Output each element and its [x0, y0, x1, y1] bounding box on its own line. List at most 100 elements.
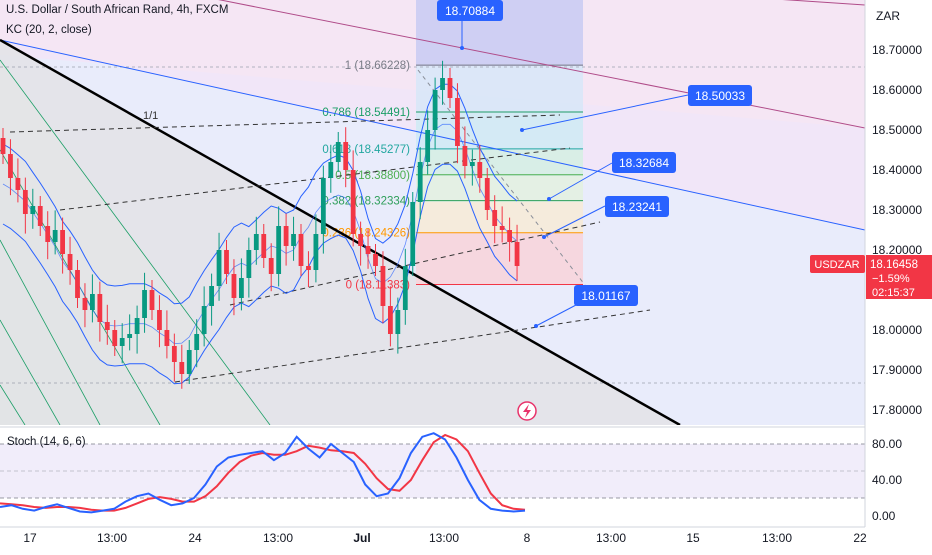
candle-body	[313, 234, 319, 270]
last-price-badge[interactable]	[866, 255, 932, 299]
callout-bottom-anchor	[534, 324, 538, 328]
bar-countdown: 02:15:37	[872, 287, 915, 299]
price-tick: 17.80000	[872, 403, 922, 417]
pink-top-line[interactable]	[640, 0, 865, 6]
fan-green-line-1	[0, 59, 271, 425]
symbol-title[interactable]: U.S. Dollar / South African Rand, 4h, FX…	[6, 4, 229, 16]
keltner-upper-band	[2, 83, 518, 305]
callout-mid-box[interactable]	[612, 152, 676, 173]
candle-body	[45, 226, 51, 242]
candle-body	[306, 266, 311, 270]
candle-body	[261, 234, 267, 258]
price-tick: 18.30000	[872, 203, 922, 217]
candle-body	[440, 78, 445, 90]
callout-group[interactable]: 18.70884 18.50033 18.32684 18.23241 18.0…	[437, 0, 752, 328]
fib-zone-2	[416, 113, 583, 150]
callout-bottom-box[interactable]	[574, 285, 638, 306]
callout-low-box[interactable]	[605, 196, 669, 217]
fan-green-line-5	[0, 384, 26, 425]
trend-lines-group[interactable]	[0, 0, 865, 425]
currency-label: ZAR	[876, 9, 900, 23]
candle-body	[179, 362, 185, 374]
last-price-change: −1.59%	[872, 273, 910, 285]
candle-body	[90, 294, 95, 310]
candle-body	[492, 210, 498, 226]
channel-dashed-upper[interactable]	[9, 114, 561, 133]
time-tick: 13:00	[762, 531, 792, 545]
candle-body	[320, 178, 326, 234]
candle-body	[380, 266, 386, 306]
fib-level-label: 0.786 (18.54491)	[322, 107, 410, 119]
candle-body	[410, 202, 416, 266]
candle-body	[22, 190, 28, 214]
time-scale[interactable]	[0, 527, 932, 550]
callout-right-upper-box[interactable]	[688, 85, 752, 106]
channel-dashed-mid[interactable]	[59, 147, 571, 211]
stoch-tick: 40.00	[872, 473, 902, 487]
fib-level-label: 0 (18.11383)	[346, 279, 411, 291]
candle-body	[201, 306, 207, 334]
flash-alert-icon[interactable]	[517, 401, 537, 421]
fan-green-line-3	[0, 239, 101, 425]
fib-level-label: 0.618 (18.45277)	[322, 144, 410, 156]
candle-body	[52, 230, 58, 242]
time-tick: 13:00	[596, 531, 626, 545]
candle-body	[127, 334, 133, 338]
keltner-indicator-label[interactable]: KC (20, 2, close)	[6, 24, 92, 36]
stoch-tick-labels: 80.00 40.00 0.00	[872, 437, 902, 523]
candle-body	[514, 242, 520, 266]
price-tick: 18.20000	[872, 243, 922, 257]
stoch-title[interactable]: Stoch (14, 6, 6)	[7, 436, 86, 448]
callout-right-upper-anchor	[520, 128, 524, 132]
candle-body	[276, 226, 282, 274]
candle-body	[283, 226, 289, 246]
candle-body	[365, 246, 371, 254]
price-tick: 18.40000	[872, 163, 922, 177]
candle-body	[388, 306, 393, 334]
candle-body	[97, 294, 103, 322]
time-tick: 13:00	[429, 531, 459, 545]
candle-body	[231, 274, 237, 298]
ticker-badge-text: USDZAR	[814, 259, 859, 271]
candle-body	[328, 162, 334, 178]
candle-body	[0, 138, 6, 154]
candle-body	[186, 350, 192, 374]
time-tick: 13:00	[263, 531, 293, 545]
keltner-lower-band	[2, 163, 518, 385]
callout-top-box[interactable]	[437, 0, 503, 21]
candle-body	[134, 318, 140, 334]
price-tick: 17.90000	[872, 363, 922, 377]
stoch-d-line	[0, 433, 526, 512]
fib-zone-4	[416, 176, 583, 202]
candle-body	[239, 278, 244, 298]
price-tick: 18.60000	[872, 83, 922, 97]
candle-body	[298, 234, 304, 266]
price-tick-labels: 18.70000 18.60000 18.50000 18.40000 18.30000…	[872, 43, 922, 417]
candle-body	[350, 170, 356, 234]
callout-right-upper-text: 18.50033	[695, 89, 745, 103]
fib-level-label: 0.236 (18.24326)	[322, 228, 410, 240]
candle-body	[395, 310, 401, 334]
candle-body	[447, 78, 453, 98]
candle-body	[291, 234, 296, 246]
ticker-badge[interactable]	[810, 255, 865, 273]
candle-body	[425, 130, 431, 162]
time-tick: 13:00	[97, 531, 127, 545]
time-tick: Jul	[353, 531, 370, 545]
candle-body	[15, 178, 21, 190]
time-tick: 24	[188, 531, 202, 545]
candle-body	[67, 254, 73, 270]
candle-body	[8, 154, 13, 178]
candlestick-series[interactable]	[0, 60, 520, 389]
candle-body	[112, 330, 118, 346]
callout-top-anchor	[460, 46, 464, 50]
descending-trend-line[interactable]	[0, 38, 681, 425]
candle-body	[417, 162, 423, 202]
candle-body	[373, 254, 378, 266]
candle-body	[402, 266, 408, 310]
candle-body	[30, 206, 36, 214]
candle-body	[171, 346, 177, 362]
channel-dashed-bottom[interactable]	[174, 309, 651, 383]
